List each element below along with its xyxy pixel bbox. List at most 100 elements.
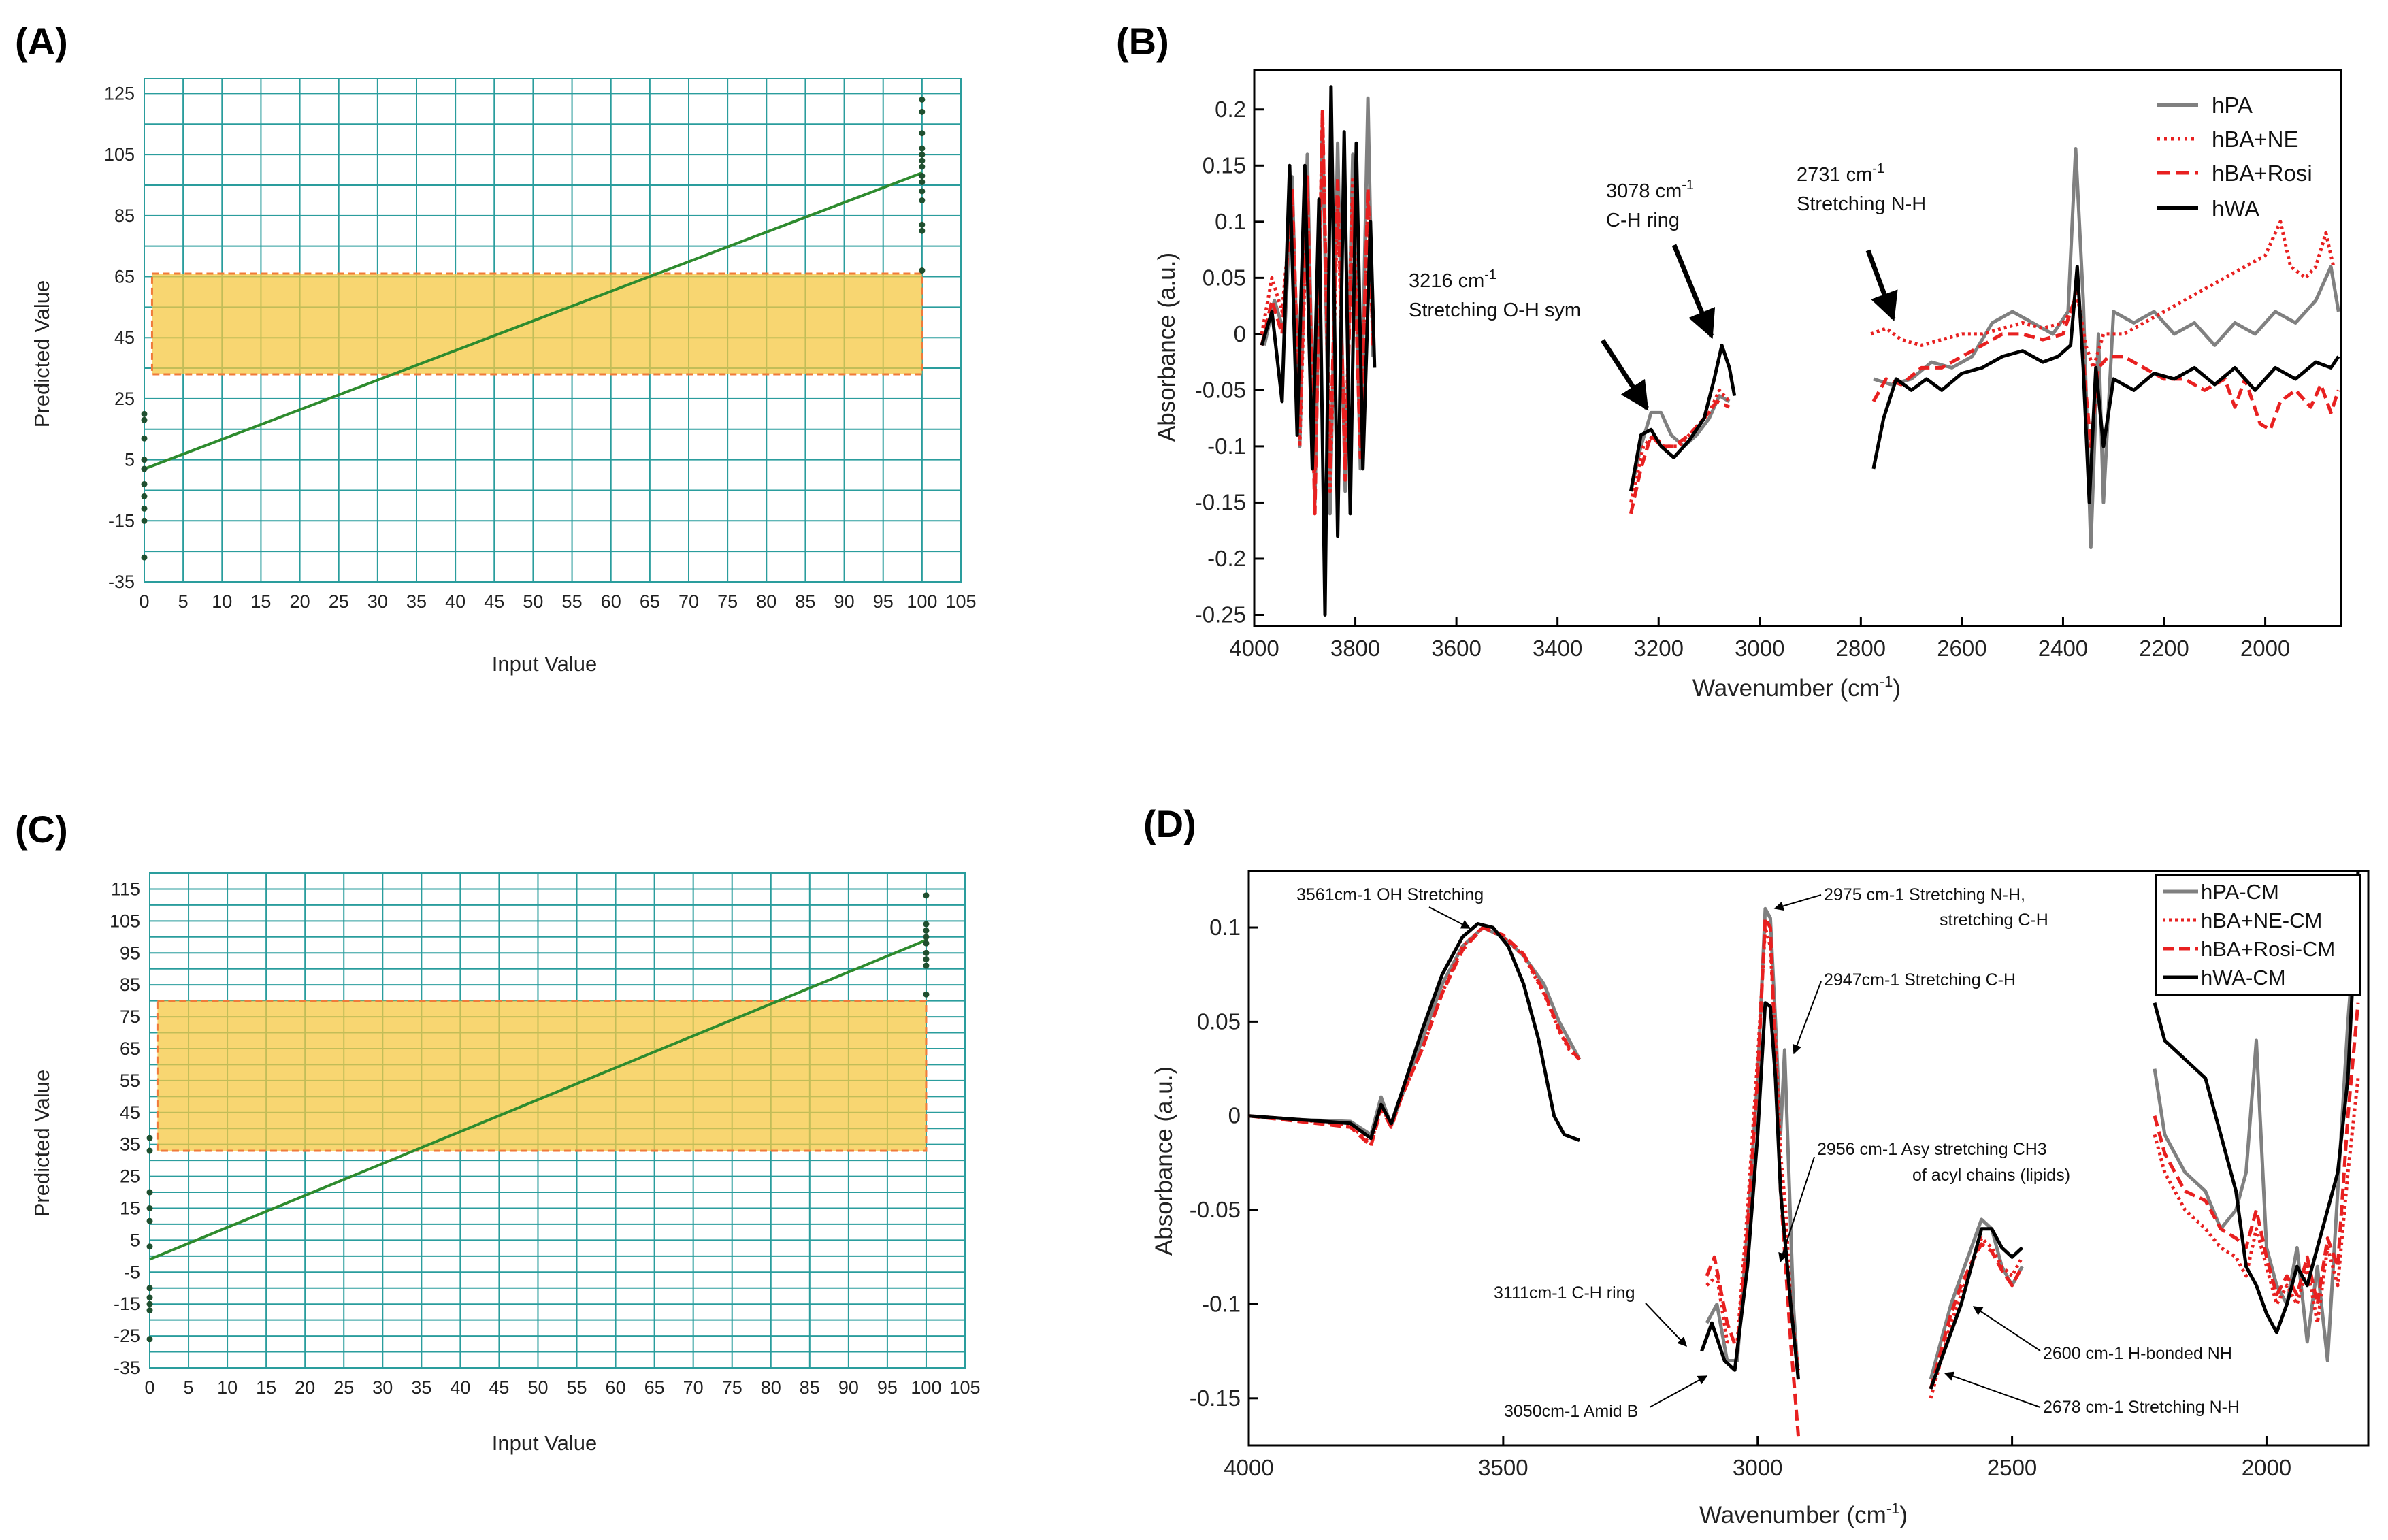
x-tick-label: 3400	[1533, 636, 1582, 661]
chart-b-series	[1260, 85, 2340, 617]
data-point	[919, 267, 926, 274]
y-tick-label: -0.25	[1195, 602, 1246, 627]
series-line-hwa	[1871, 265, 2340, 504]
y-tick-label: 65	[114, 267, 135, 287]
data-point	[141, 493, 148, 499]
x-tick-label: 50	[523, 591, 543, 612]
annotation-2956-arrow	[1778, 1156, 1815, 1263]
chart-d-legend: hPA-CM hBA+NE-CM hBA+Rosi-CM hWA-CM	[2155, 874, 2361, 996]
series-line-hba-ne	[1629, 388, 1731, 503]
annotation-2600: 2600 cm-1 H-bonded NH	[2043, 1344, 2232, 1363]
annotation-2975-a: 2975 cm-1 Stretching N-H,	[1824, 885, 2025, 904]
x-tick-label: 95	[873, 591, 894, 612]
annotation-2678-arrow	[1944, 1371, 2041, 1408]
x-tick-label: 100	[911, 1377, 941, 1398]
chart-a-x-label: Input Value	[492, 652, 598, 676]
x-tick-label: 2000	[2242, 1455, 2291, 1480]
x-tick-label: 3600	[1431, 636, 1481, 661]
chart-b-legend: hPA hBA+NE hBA+Rosi hWA	[2157, 93, 2312, 221]
y-tick-label: 25	[114, 389, 135, 409]
chart-c-y-label: Predicted Value	[30, 1070, 54, 1217]
x-tick-label: 95	[877, 1377, 898, 1398]
panel-label-c: (C)	[15, 808, 68, 851]
annotation-2947-arrow	[1792, 981, 1822, 1055]
x-tick-label: 2600	[1937, 636, 1986, 661]
data-point	[146, 1189, 153, 1196]
x-tick-label: 80	[761, 1377, 781, 1398]
x-tick-label: 2000	[2240, 636, 2290, 661]
y-tick-label: 0.05	[1197, 1009, 1241, 1034]
data-point	[919, 145, 926, 152]
series-line-hba-ne-cm	[1929, 1236, 2024, 1399]
data-point	[919, 151, 926, 158]
x-tick-label: 30	[372, 1377, 393, 1398]
data-point	[919, 157, 926, 164]
data-point	[146, 1285, 153, 1292]
annotation-2975-b: stretching C-H	[1940, 911, 2048, 930]
series-line-hba-ne-cm	[1705, 925, 1800, 1371]
chart-d-legend-box	[2155, 874, 2361, 996]
series-line-hba-rosi	[1629, 399, 1731, 514]
data-point	[923, 956, 930, 963]
legend-label-hpa-cm: hPA-CM	[2201, 880, 2279, 904]
data-point	[923, 940, 930, 947]
annotation-2731-desc: Stretching N-H	[1797, 193, 1926, 215]
data-point	[141, 505, 148, 512]
x-tick-label: 15	[250, 591, 271, 612]
series-line-hwa-cm	[2153, 870, 2360, 1334]
y-tick-label: -0.1	[1202, 1291, 1241, 1316]
data-point	[146, 1336, 153, 1343]
annotation-2947: 2947cm-1 Stretching C-H	[1824, 970, 2016, 989]
data-point	[919, 108, 926, 115]
data-point	[141, 410, 148, 417]
annotation-3216: 3216 cm-1	[1409, 267, 1496, 292]
chart-a-x-ticks: 0 5 10 15 20 25 30 35 40 45 50 55 60 65 70 75 80 85 90 95 10…	[139, 591, 976, 612]
data-point	[146, 1243, 153, 1250]
x-tick-label: 15	[256, 1377, 276, 1398]
chart-a-fit-line	[144, 171, 923, 470]
data-point	[923, 934, 930, 940]
annotation-2731-arrow	[1865, 249, 1898, 321]
x-tick-label: 10	[212, 591, 232, 612]
data-point	[146, 1294, 153, 1301]
y-tick-label: 25	[120, 1166, 140, 1187]
y-tick-label: 5	[125, 450, 135, 470]
chart-d-ticks: 4000 3500 3000 2500 2000 -0.15 -0.1 -0.05 0 0.05 0…	[1190, 915, 2291, 1480]
plot-frame	[149, 872, 966, 1369]
y-tick-label: -25	[114, 1326, 140, 1346]
series-line-hpa-cm	[2153, 889, 2360, 1362]
y-tick-label: 75	[120, 1006, 140, 1027]
annotation-3561: 3561cm-1 OH Stretching	[1296, 885, 1484, 904]
x-tick-label: 0	[144, 1377, 154, 1398]
x-tick-label: 5	[184, 1377, 194, 1398]
chart-b-frame	[1253, 69, 2342, 627]
data-point	[919, 178, 926, 185]
y-tick-label: 0.15	[1203, 152, 1246, 178]
data-point	[141, 457, 148, 463]
chart-b-y-label: Absorbance (a.u.)	[1154, 252, 1180, 442]
series-line-hba-rosi-cm	[1929, 1242, 2024, 1390]
x-tick-label: 3000	[1735, 636, 1784, 661]
legend-label-hba-rosi: hBA+Rosi	[2212, 161, 2312, 186]
x-tick-label: 60	[606, 1377, 626, 1398]
x-tick-label: 75	[717, 591, 738, 612]
x-tick-label: 3000	[1733, 1455, 1782, 1480]
annotation-3111: 3111cm-1 C-H ring	[1494, 1283, 1635, 1303]
series-line-hba-ne-cm	[2153, 1078, 2360, 1325]
data-point	[146, 1134, 153, 1141]
data-point	[923, 962, 930, 969]
annotation-2678: 2678 cm-1 Stretching N-H	[2043, 1398, 2240, 1417]
data-point	[141, 517, 148, 524]
x-tick-label: 105	[945, 591, 976, 612]
y-tick-label: -35	[108, 572, 135, 592]
x-tick-label: 70	[678, 591, 699, 612]
chart-a-y-label: Predicted Value	[30, 280, 54, 428]
y-tick-label: -35	[114, 1358, 140, 1378]
series-line-hwa-cm	[1700, 1001, 1800, 1380]
x-tick-label: 5	[178, 591, 189, 612]
panel-label-a: (A)	[15, 20, 68, 63]
chart-c-fit-line	[149, 938, 927, 1261]
y-tick-label: -0.05	[1190, 1197, 1241, 1222]
chart-a-target-band	[150, 272, 923, 376]
